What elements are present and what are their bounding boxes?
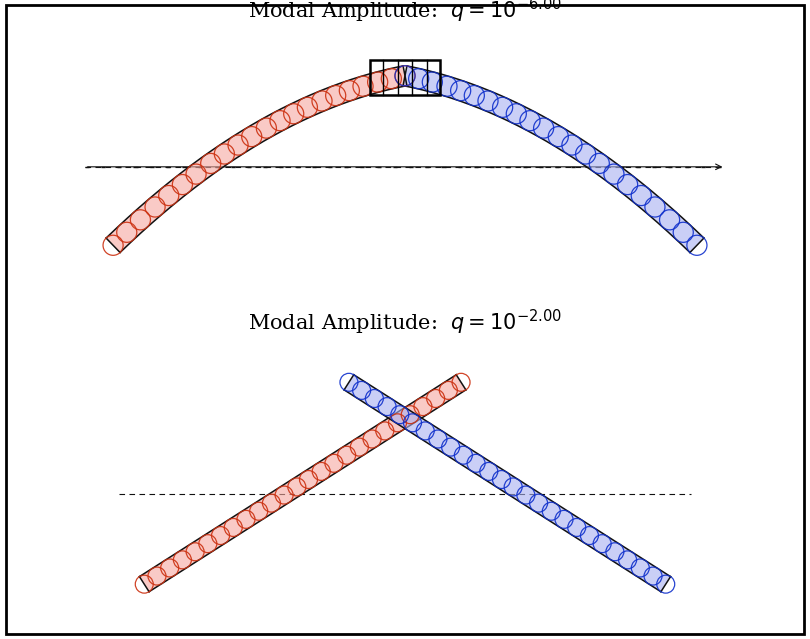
- Bar: [370, 60, 440, 95]
- Polygon shape: [106, 66, 407, 252]
- Polygon shape: [139, 374, 466, 592]
- Polygon shape: [344, 374, 671, 592]
- Polygon shape: [403, 66, 704, 252]
- Title: Modal Amplitude:  $q = 10^{-2.00}$: Modal Amplitude: $q = 10^{-2.00}$: [248, 308, 562, 337]
- Title: Modal Amplitude:  $q = 10^{-6.00}$: Modal Amplitude: $q = 10^{-6.00}$: [248, 0, 562, 26]
